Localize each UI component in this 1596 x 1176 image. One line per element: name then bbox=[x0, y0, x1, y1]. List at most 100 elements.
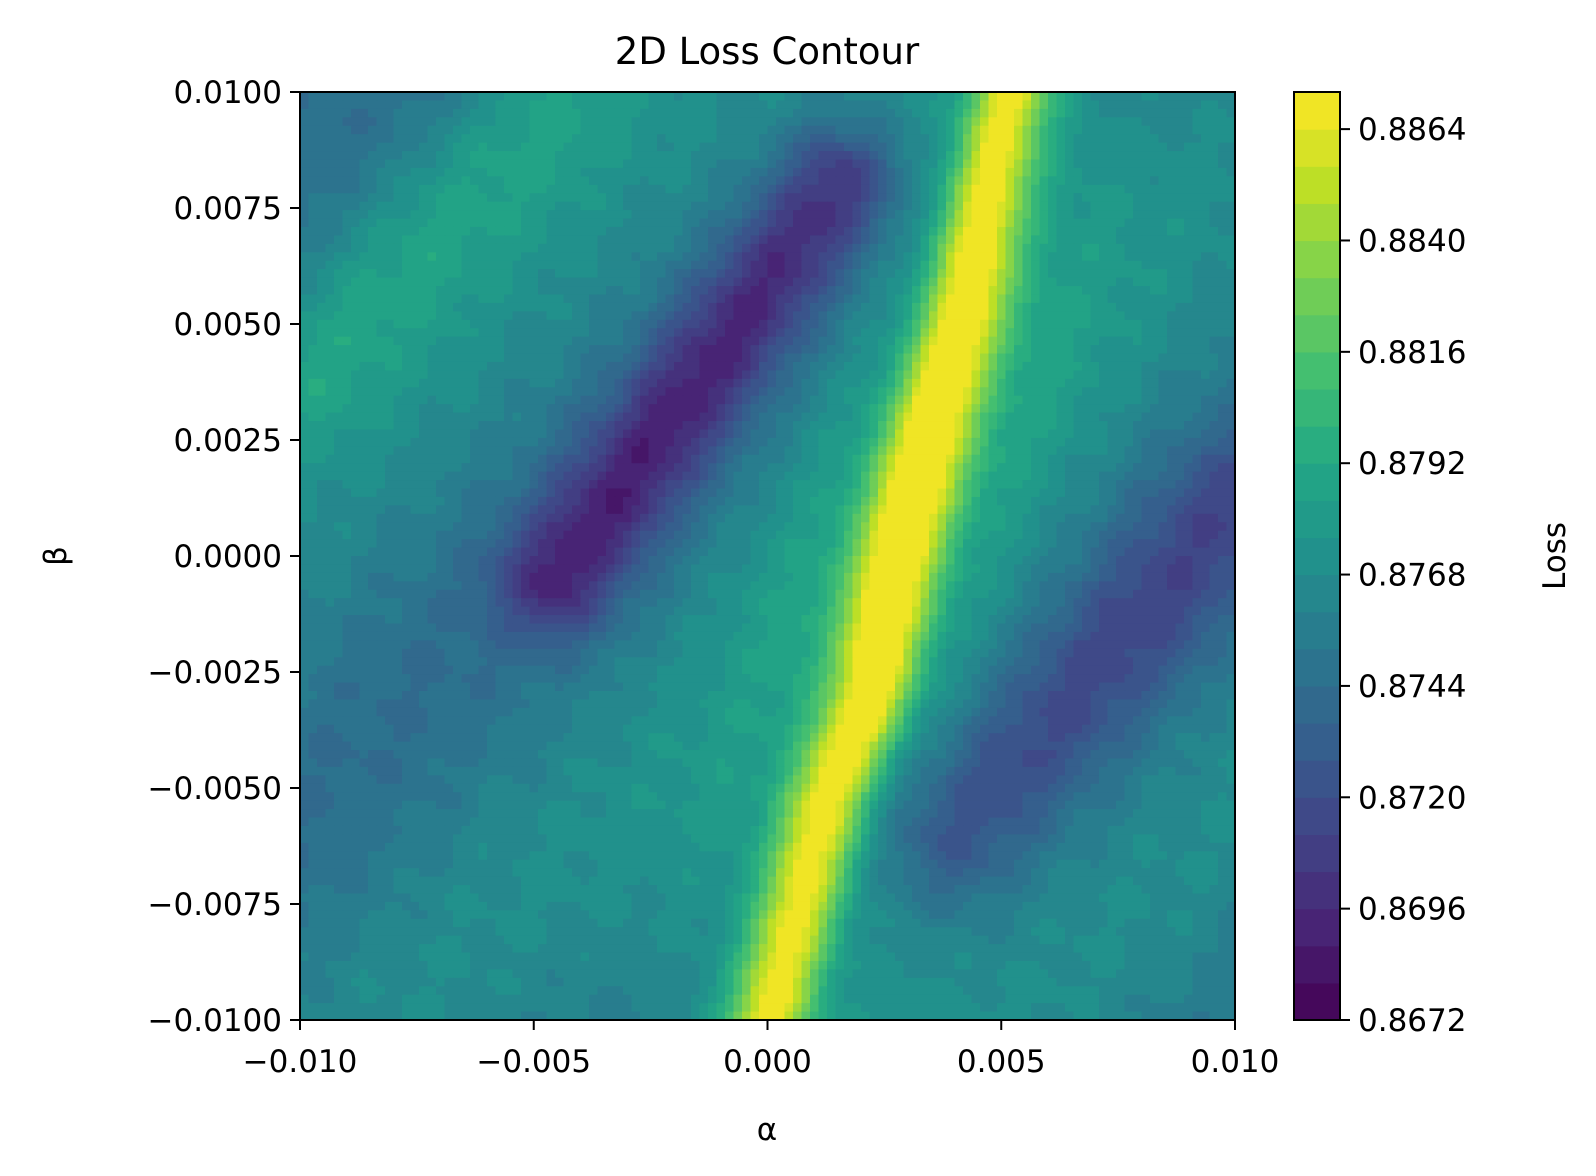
contour-cell bbox=[1167, 176, 1177, 186]
contour-cell bbox=[402, 277, 412, 287]
contour-cell bbox=[742, 167, 752, 177]
contour-cell bbox=[1141, 226, 1151, 237]
contour-cell bbox=[461, 378, 471, 388]
contour-cell bbox=[648, 345, 658, 355]
contour-cell bbox=[1218, 345, 1228, 355]
contour-cell bbox=[699, 286, 709, 296]
contour-cell bbox=[1082, 117, 1092, 127]
contour-cell bbox=[385, 370, 395, 380]
contour-cell bbox=[912, 260, 922, 270]
contour-cell bbox=[784, 193, 794, 203]
contour-cell bbox=[1005, 277, 1015, 287]
contour-cell bbox=[648, 134, 658, 144]
contour-cell bbox=[878, 277, 888, 287]
contour-cell bbox=[1048, 269, 1058, 279]
contour-cell bbox=[342, 277, 352, 287]
contour-cell bbox=[385, 446, 395, 456]
contour-cell bbox=[1192, 260, 1202, 270]
contour-cell bbox=[852, 387, 862, 397]
contour-cell bbox=[1175, 92, 1185, 102]
contour-cell bbox=[861, 269, 871, 279]
contour-cell bbox=[580, 260, 590, 270]
contour-cell bbox=[478, 286, 488, 296]
contour-cell bbox=[334, 311, 344, 321]
contour-cell bbox=[665, 412, 675, 422]
contour-cell bbox=[368, 210, 378, 220]
contour-cell bbox=[793, 421, 803, 431]
contour-cell bbox=[1022, 210, 1032, 220]
contour-cell bbox=[1218, 421, 1228, 431]
contour-cell bbox=[453, 378, 463, 388]
contour-cell bbox=[376, 201, 386, 211]
contour-cell bbox=[546, 277, 556, 287]
contour-cell bbox=[1090, 142, 1100, 152]
contour-cell bbox=[1192, 243, 1202, 253]
contour-cell bbox=[742, 429, 752, 439]
contour-cell bbox=[708, 378, 718, 388]
contour-cell bbox=[444, 412, 454, 422]
contour-cell bbox=[818, 286, 828, 296]
contour-cell bbox=[563, 286, 573, 296]
contour-cell bbox=[1039, 260, 1049, 270]
contour-cell bbox=[538, 311, 548, 321]
contour-cell bbox=[835, 201, 845, 211]
contour-cell bbox=[1073, 134, 1083, 144]
contour-cell bbox=[1056, 210, 1066, 220]
contour-cell bbox=[410, 446, 420, 456]
contour-cell bbox=[937, 193, 947, 203]
contour-cell bbox=[682, 218, 692, 228]
contour-cell bbox=[699, 184, 709, 194]
contour-cell bbox=[1184, 437, 1194, 447]
contour-cell bbox=[1158, 345, 1168, 355]
contour-cell bbox=[648, 311, 658, 321]
contour-cell bbox=[767, 319, 777, 329]
contour-cell bbox=[444, 108, 454, 118]
contour-cell bbox=[827, 125, 837, 135]
contour-cell bbox=[759, 395, 769, 405]
contour-cell bbox=[334, 328, 344, 338]
contour-cell bbox=[444, 134, 454, 144]
contour-cell bbox=[478, 167, 488, 177]
contour-cell bbox=[495, 311, 505, 321]
contour-cell bbox=[997, 404, 1007, 414]
contour-cell bbox=[351, 412, 361, 422]
contour-cell bbox=[640, 100, 650, 110]
contour-cell bbox=[1082, 218, 1092, 228]
contour-cell bbox=[699, 201, 709, 211]
contour-cell bbox=[869, 353, 879, 363]
contour-cell bbox=[776, 277, 786, 287]
contour-cell bbox=[597, 421, 607, 431]
contour-cell bbox=[1150, 176, 1160, 186]
contour-cell bbox=[750, 167, 760, 177]
contour-cell bbox=[606, 201, 616, 211]
contour-cell bbox=[521, 176, 531, 186]
contour-cell bbox=[393, 345, 403, 355]
contour-cell bbox=[368, 429, 378, 439]
contour-cell bbox=[563, 184, 573, 194]
contour-cell bbox=[1005, 260, 1015, 270]
contour-cell bbox=[1124, 294, 1134, 304]
contour-cell bbox=[546, 226, 556, 237]
contour-cell bbox=[631, 167, 641, 177]
contour-cell bbox=[546, 108, 556, 118]
contour-cell bbox=[776, 454, 786, 464]
contour-cell bbox=[716, 260, 726, 270]
contour-cell bbox=[895, 336, 905, 346]
contour-cell bbox=[1099, 328, 1109, 338]
contour-cell bbox=[793, 167, 803, 177]
contour-cell bbox=[954, 260, 964, 270]
contour-cell bbox=[810, 353, 820, 363]
contour-cell bbox=[852, 429, 862, 439]
contour-cell bbox=[929, 142, 939, 152]
contour-cell bbox=[997, 463, 1007, 473]
contour-cell bbox=[1175, 378, 1185, 388]
contour-cell bbox=[699, 125, 709, 135]
contour-cell bbox=[759, 361, 769, 371]
contour-cell bbox=[300, 252, 310, 262]
contour-cell bbox=[512, 286, 522, 296]
contour-cell bbox=[1107, 210, 1117, 220]
contour-cell bbox=[920, 184, 930, 194]
contour-cell bbox=[1107, 235, 1117, 245]
contour-cell bbox=[648, 412, 658, 422]
contour-cell bbox=[750, 361, 760, 371]
